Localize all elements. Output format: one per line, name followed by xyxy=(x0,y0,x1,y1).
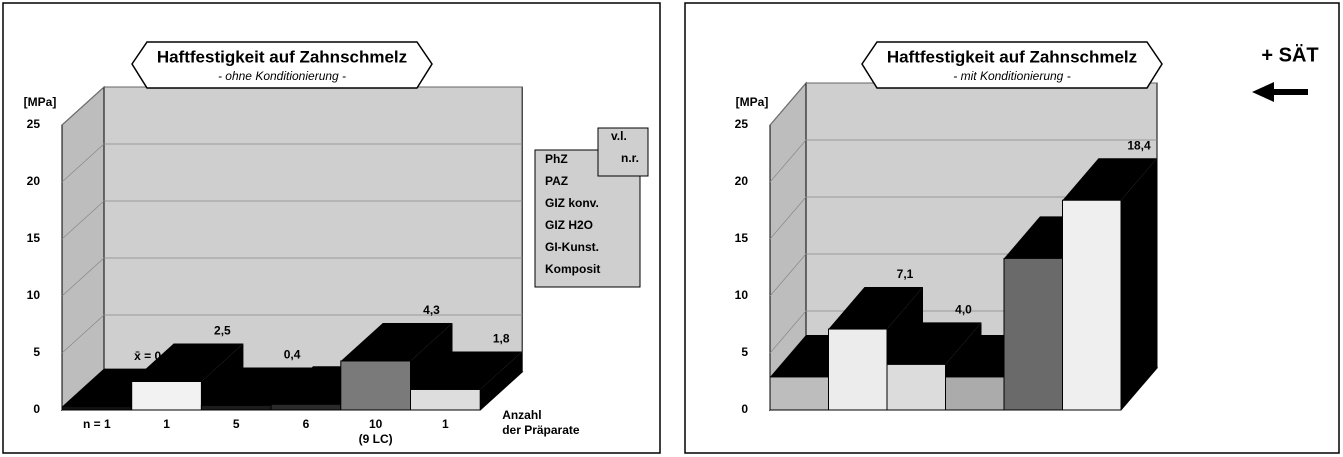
legend-item: PAZ xyxy=(545,174,568,188)
grid-line xyxy=(769,196,1157,240)
side-wall xyxy=(61,85,105,412)
legend-item: Komposit xyxy=(545,262,600,276)
bar-front xyxy=(131,381,202,411)
y-tick-label: 0 xyxy=(741,402,748,416)
chart-subtitle: - mit Konditionierung - xyxy=(953,69,1070,83)
bar-front xyxy=(410,388,481,411)
bar-top xyxy=(887,322,982,365)
y-tick-label: 0 xyxy=(33,402,40,416)
legend-item: GI-Kunst. xyxy=(545,240,599,254)
x-tick-label: 6 xyxy=(303,417,310,431)
y-tick-label: 5 xyxy=(741,345,748,359)
bar-top xyxy=(828,287,923,330)
bar-front xyxy=(1062,199,1122,411)
x-tick-label: 5 xyxy=(233,417,240,431)
grid-line xyxy=(61,143,523,183)
value-label: 4,3 xyxy=(423,303,440,317)
y-tick-label: 20 xyxy=(735,174,749,188)
annotation: + SÄT xyxy=(1261,43,1318,66)
bar-front xyxy=(61,406,133,411)
title-box xyxy=(861,41,1163,89)
legend-order-bottom: n.r. xyxy=(621,151,639,165)
bar-top xyxy=(201,367,314,406)
annotation-arrow xyxy=(1252,82,1308,102)
y-tick-label: 25 xyxy=(735,117,749,131)
bar-front xyxy=(340,360,411,411)
legend-item: GIZ konv. xyxy=(545,196,599,210)
bar-front xyxy=(828,328,888,411)
grid-line xyxy=(61,200,523,240)
y-tick-label: 10 xyxy=(735,288,749,302)
bar-side xyxy=(480,351,523,410)
y-tick-label: 15 xyxy=(735,231,749,245)
bar-front xyxy=(886,363,946,411)
value-label: 2,5 xyxy=(214,324,231,338)
value-label: 7,1 xyxy=(897,267,914,281)
chart-title: Haftfestigkeit auf Zahnschmelz xyxy=(157,47,407,66)
grid-line xyxy=(61,257,523,297)
legend-item: PhZ xyxy=(545,152,568,166)
grid-line xyxy=(61,314,523,354)
value-label: 1,8 xyxy=(493,332,510,346)
bar-front xyxy=(945,376,1005,411)
x-tick-label: 1 xyxy=(442,417,449,431)
y-axis-label: [MPa] xyxy=(736,95,769,109)
y-tick-label: 10 xyxy=(27,288,41,302)
y-tick-label: 20 xyxy=(27,174,41,188)
bar-top xyxy=(1062,158,1157,201)
bar-top xyxy=(131,343,244,382)
value-label: 0,4 xyxy=(284,348,301,362)
chart-title: Haftfestigkeit auf Zahnschmelz xyxy=(887,47,1137,66)
y-tick-label: 5 xyxy=(33,345,40,359)
bar-top xyxy=(410,351,523,390)
value-label: 18,4 xyxy=(1127,138,1151,152)
title-box xyxy=(131,41,433,89)
y-tick-label: 25 xyxy=(27,117,41,131)
bar-front xyxy=(200,404,272,411)
bar-side xyxy=(201,343,244,410)
y-axis-label: [MPa] xyxy=(24,95,57,109)
back-wall xyxy=(103,86,523,373)
x-tick-label: n = 1 xyxy=(83,417,111,431)
legend-item: GIZ H2O xyxy=(545,218,593,232)
bar-front xyxy=(270,403,342,411)
legend-order-top: v.l. xyxy=(611,129,627,143)
x-axis-label: Anzahl der Präparate xyxy=(502,408,580,437)
bar-front xyxy=(1003,257,1063,411)
x-tick-label: 1 xyxy=(163,417,170,431)
grid-line xyxy=(769,139,1157,183)
legend-order-box xyxy=(597,127,649,177)
bar-top xyxy=(340,322,453,361)
bar-side xyxy=(1121,158,1157,410)
bar-front xyxy=(769,376,829,411)
value-label: 4,0 xyxy=(955,303,972,317)
x-tick-label: 10 (9 LC) xyxy=(359,417,393,446)
chart-subtitle: - ohne Konditionierung - xyxy=(218,69,346,83)
y-tick-label: 15 xyxy=(27,231,41,245)
